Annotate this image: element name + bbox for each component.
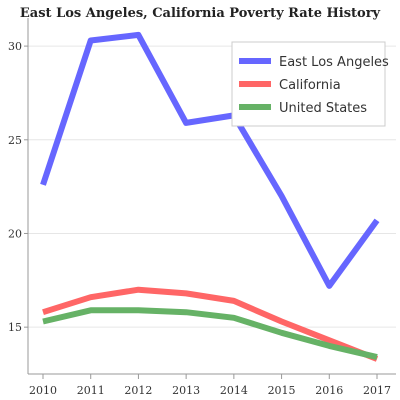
y-tick-label-15: 15: [8, 321, 22, 334]
legend: East Los Angeles California United States: [231, 41, 389, 127]
legend-label-east-los-angeles: East Los Angeles: [279, 55, 389, 70]
series-group: [40, 31, 380, 362]
x-tick-label-2010: 2010: [29, 384, 57, 397]
y-tick-label-20: 20: [8, 227, 22, 240]
x-tick-label-2015: 2015: [268, 384, 296, 397]
y-tick-label-25: 25: [8, 134, 22, 147]
series-line-east-los-angeles: [40, 31, 380, 289]
x-tick-label-2016: 2016: [315, 384, 343, 397]
x-tick-label-2017: 2017: [363, 384, 391, 397]
x-tick-label-2011: 2011: [77, 384, 105, 397]
chart-title: East Los Angeles, California Poverty Rat…: [19, 6, 381, 21]
x-tick-label-2012: 2012: [124, 384, 152, 397]
y-tick-label-30: 30: [8, 40, 22, 53]
x-tick-label-2014: 2014: [220, 384, 248, 397]
axes: 15 20 25 30 2010 2011 2012 2013 2014 2015 2016 2017: [8, 18, 396, 397]
legend-label-united-states: United States: [279, 101, 367, 116]
x-tick-label-2013: 2013: [172, 384, 200, 397]
legend-label-california: California: [279, 78, 341, 93]
series-line-california: [42, 286, 379, 362]
series-line-united-states: [42, 307, 378, 361]
